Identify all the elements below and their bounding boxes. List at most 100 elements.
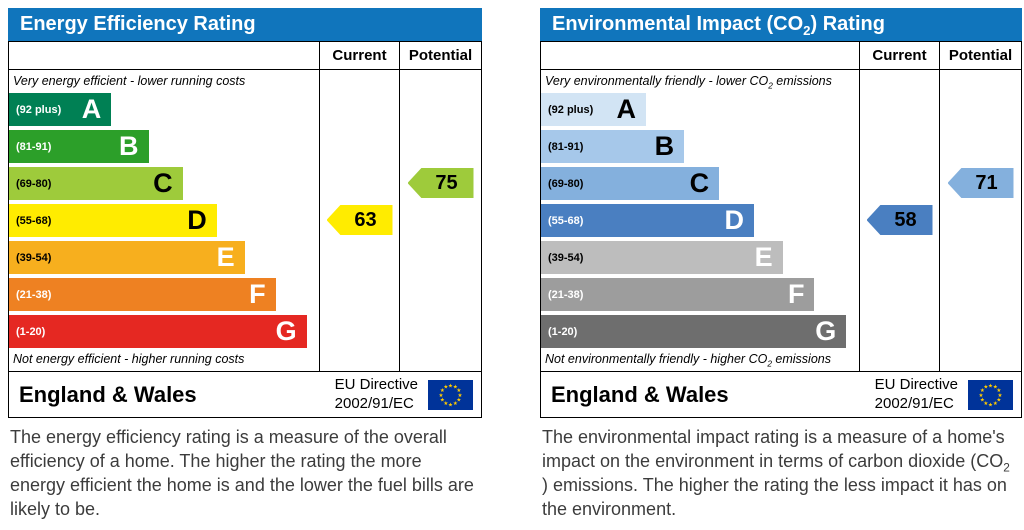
bottom-caption: Not environmentally friendly - higher CO…	[545, 352, 831, 369]
band-range-label: (39-54)	[548, 251, 584, 264]
current-rating-column: 63	[319, 70, 399, 371]
band-row-g: (1-20) G	[9, 313, 319, 350]
environmental-chart-body: Very environmentally friendly - lower CO…	[541, 70, 1021, 371]
potential-column-header: Potential	[939, 42, 1021, 69]
eu-directive-label: EU Directive 2002/91/EC	[875, 376, 958, 414]
energy-efficiency-panel: Energy Efficiency Rating Current Potenti…	[8, 8, 482, 522]
eu-flag-field	[968, 379, 1013, 410]
band-row-e: (39-54) E	[541, 239, 859, 276]
band-range-label: (39-54)	[16, 251, 52, 264]
eu-flag-stars: ★ ★★★★★★★★★★★	[439, 382, 463, 408]
potential-rating-arrow: 75	[407, 168, 474, 198]
band-bar-g: (1-20) G	[9, 315, 307, 348]
band-range-label: (92 plus)	[16, 103, 62, 116]
energy-description-text: The energy efficiency rating is a measur…	[10, 427, 474, 519]
svg-text:★: ★	[456, 387, 461, 394]
svg-text:★: ★	[443, 400, 448, 407]
eu-directive-line1: EU Directive	[334, 375, 418, 393]
energy-chart: Current Potential Very energy efficient …	[8, 41, 482, 418]
svg-text:★: ★	[440, 396, 445, 403]
svg-text:★: ★	[443, 383, 448, 390]
svg-text:★: ★	[456, 396, 461, 403]
band-row-c: (69-80) C	[9, 165, 319, 202]
band-row-d: (55-68) D	[541, 202, 859, 239]
band-bar-b: (81-91) B	[9, 130, 149, 163]
band-bar-d: (55-68) D	[9, 204, 217, 237]
band-row-d: (55-68) D	[9, 202, 319, 239]
potential-rating-value: 71	[975, 171, 998, 194]
svg-text:★: ★	[439, 392, 444, 399]
band-range-label: (81-91)	[16, 140, 52, 153]
band-bar-d: (55-68) D	[541, 204, 755, 237]
eu-flag-field	[428, 379, 473, 410]
svg-text:★: ★	[448, 382, 453, 389]
eu-directive-label: EU Directive 2002/91/EC	[335, 376, 418, 414]
band-row-a: (92 plus) A	[9, 91, 319, 128]
current-column-header: Current	[319, 42, 399, 69]
environmental-description-text: The environmental impact rating is a mea…	[542, 427, 1010, 519]
band-bar-e: (39-54) E	[9, 241, 245, 274]
band-row-e: (39-54) E	[9, 239, 319, 276]
band-range-label: (1-20)	[548, 325, 578, 338]
region-label: England & Wales	[19, 381, 197, 407]
band-letter: E	[754, 242, 773, 272]
potential-rating-arrow: 71	[947, 168, 1014, 198]
svg-text:★: ★	[440, 387, 445, 394]
band-bar-c: (69-80) C	[9, 167, 183, 200]
region-label: England & Wales	[551, 381, 729, 407]
band-bar-f: (21-38) F	[541, 278, 815, 311]
energy-bands-area: Very energy efficient - lower running co…	[9, 70, 319, 371]
band-row-g: (1-20) G	[541, 313, 859, 350]
potential-rating-column: 71	[939, 70, 1021, 371]
svg-text:★: ★	[996, 387, 1001, 394]
band-letter: C	[153, 168, 173, 198]
current-column-header: Current	[859, 42, 939, 69]
potential-rating-column: 75	[399, 70, 481, 371]
band-range-label: (69-80)	[16, 177, 52, 190]
eu-directive-line2: 2002/91/EC	[334, 394, 414, 412]
band-bar-g: (1-20) G	[541, 315, 847, 348]
svg-text:★: ★	[453, 400, 458, 407]
eu-flag-icon: ★ ★★★★★★★★★★★	[428, 379, 473, 410]
environmental-chart: Current Potential Very environmentally f…	[540, 41, 1022, 418]
band-letter: A	[81, 94, 102, 124]
environmental-bands-area: Very environmentally friendly - lower CO…	[541, 70, 859, 371]
band-letter: A	[616, 94, 636, 124]
band-range-label: (92 plus)	[548, 103, 594, 116]
potential-column-header: Potential	[399, 42, 481, 69]
bottom-caption: Not energy efficient - higher running co…	[13, 352, 245, 366]
band-row-b: (81-91) B	[541, 128, 859, 165]
band-letter: C	[689, 168, 710, 198]
svg-text:★: ★	[980, 387, 985, 394]
current-rating-value: 63	[354, 208, 377, 231]
svg-text:★: ★	[453, 383, 458, 390]
svg-text:★: ★	[979, 392, 984, 399]
current-rating-arrow: 58	[866, 205, 933, 235]
band-range-label: (21-38)	[16, 288, 52, 301]
band-row-c: (69-80) C	[541, 165, 859, 202]
band-bar-e: (39-54) E	[541, 241, 783, 274]
energy-chart-body: Very energy efficient - lower running co…	[9, 70, 481, 371]
top-caption: Very environmentally friendly - lower CO…	[545, 74, 832, 91]
current-rating-arrow: 63	[326, 205, 393, 235]
current-rating-column: 58	[859, 70, 939, 371]
band-bar-a: (92 plus) A	[541, 93, 646, 126]
environmental-chart-title: Environmental Impact (CO2) Rating	[552, 13, 885, 38]
band-row-b: (81-91) B	[9, 128, 319, 165]
eu-directive-line2: 2002/91/EC	[874, 394, 954, 412]
svg-text:★: ★	[996, 396, 1001, 403]
eu-flag-stars: ★ ★★★★★★★★★★★	[979, 382, 1003, 408]
chart-footer: England & Wales EU Directive 2002/91/EC …	[9, 371, 481, 417]
svg-text:★: ★	[448, 401, 453, 408]
band-range-label: (55-68)	[548, 214, 584, 227]
band-letter: D	[724, 205, 745, 235]
svg-text:★: ★	[988, 401, 993, 408]
eu-flag-icon: ★ ★★★★★★★★★★★	[968, 379, 1013, 410]
header-spacer	[9, 42, 319, 69]
svg-text:★: ★	[980, 396, 985, 403]
band-bar-c: (69-80) C	[541, 167, 720, 200]
band-row-f: (21-38) F	[9, 276, 319, 313]
energy-chart-title: Energy Efficiency Rating	[20, 13, 256, 35]
band-row-a: (92 plus) A	[541, 91, 859, 128]
